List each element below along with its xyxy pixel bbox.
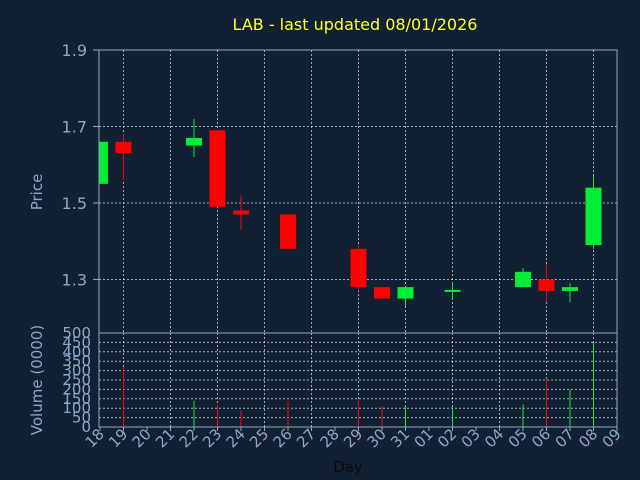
- candle-23: [209, 130, 226, 207]
- volume-tick-label: 100: [62, 399, 91, 417]
- volume-tick-label: 0: [81, 418, 91, 436]
- candle-body: [115, 141, 132, 154]
- candle-29: [350, 245, 367, 291]
- candle-body: [280, 214, 296, 249]
- volume-tick-label: 500: [62, 324, 91, 342]
- volume-panel-frame: [98, 332, 618, 428]
- candles-group: [99, 118, 602, 307]
- price-tick-label: 1.7: [62, 117, 87, 136]
- volume-tick-label: 400: [62, 343, 91, 361]
- candle-26: [280, 214, 296, 249]
- candle-body: [562, 287, 578, 291]
- candle-24: [233, 195, 249, 230]
- candle-31: [397, 287, 414, 307]
- volume-tick-label: 150: [62, 390, 91, 408]
- price-tick-label: 1.3: [62, 270, 87, 289]
- candle-body: [538, 279, 555, 291]
- volume-axis-label: Volume (0000): [28, 325, 46, 435]
- candle-19: [115, 134, 132, 181]
- price-axis-label: Price: [28, 174, 46, 211]
- price-tick-label: 1.9: [62, 41, 87, 60]
- candle-body: [374, 287, 390, 299]
- price-tick-labels: 1.9 1.7 1.5 1.3: [62, 41, 99, 289]
- volume-tick-label: 250: [62, 371, 91, 389]
- candle-08: [585, 176, 602, 249]
- candle-body: [209, 130, 226, 207]
- candle-22: [186, 118, 202, 158]
- chart-title: LAB - last updated 08/01/2026: [233, 15, 478, 34]
- candle-body: [585, 187, 602, 246]
- candle-body: [397, 287, 414, 299]
- volume-tick-label: 200: [62, 380, 91, 398]
- candle-body: [350, 248, 367, 288]
- candle-06: [538, 264, 555, 303]
- candle-02: [444, 283, 461, 299]
- candle-05: [515, 267, 531, 288]
- volume-tick-label: 450: [62, 333, 91, 351]
- x-tick-labels: 1819202122232425262728293031010203040506…: [82, 425, 625, 451]
- candle-body: [515, 271, 531, 288]
- price-tick-label: 1.5: [62, 194, 87, 213]
- volume-tick-label: 50: [72, 409, 91, 427]
- volume-tick-label: 350: [62, 352, 91, 370]
- candle-30: [374, 287, 390, 299]
- x-axis-label: Day: [333, 458, 363, 476]
- candle-body: [186, 137, 202, 146]
- candle-18: [99, 141, 108, 184]
- candle-body: [100, 141, 108, 184]
- volume-tick-label: 300: [62, 362, 91, 380]
- candle-07: [562, 283, 578, 303]
- candle-body: [233, 210, 249, 215]
- volume-bars-group: [123, 342, 594, 427]
